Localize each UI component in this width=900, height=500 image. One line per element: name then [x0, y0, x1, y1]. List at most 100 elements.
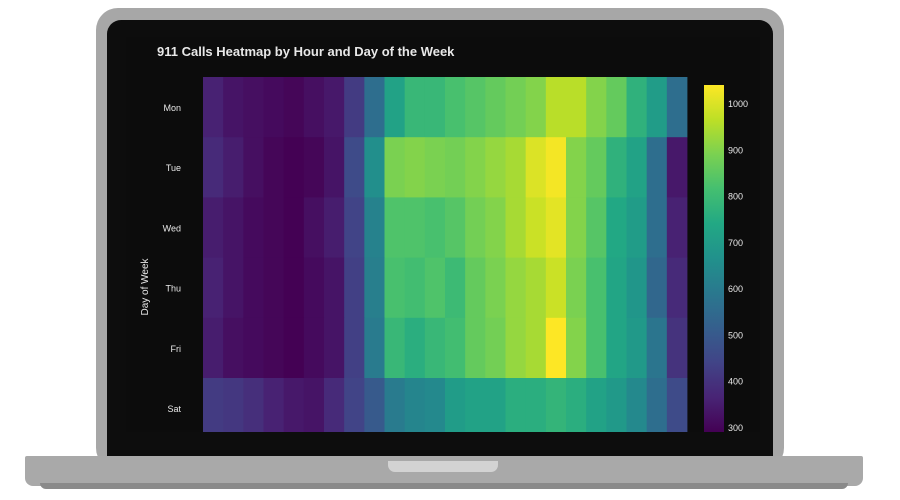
heatmap-cell: [626, 317, 648, 379]
heatmap-cell: [424, 378, 446, 432]
heatmap-cell: [424, 137, 446, 198]
heatmap-cell: [545, 378, 567, 432]
heatmap-cell: [566, 317, 587, 379]
heatmap-cell: [606, 317, 627, 379]
heatmap-cell: [485, 257, 506, 319]
heatmap-cell: [646, 378, 668, 432]
heatmap-cell: [243, 317, 264, 379]
heatmap-cell: [545, 197, 567, 258]
heatmap-cell: [344, 197, 365, 258]
heatmap-cell: [485, 77, 506, 138]
heatmap-cell: [465, 137, 486, 198]
heatmap-cell: [505, 197, 527, 258]
heatmap-cell: [404, 137, 426, 198]
heatmap-cell: [525, 77, 547, 138]
heatmap-cell: [223, 317, 244, 379]
heatmap-cell: [646, 77, 668, 138]
heatmap-cell: [465, 197, 486, 258]
heatmap-cell: [243, 378, 264, 432]
heatmap-cell: [223, 378, 244, 432]
heatmap-cell: [586, 77, 607, 138]
heatmap-cell: [203, 317, 224, 379]
heatmap-cell: [203, 378, 224, 432]
heatmap-cell: [545, 257, 567, 319]
heatmap-cell: [505, 77, 527, 138]
heatmap-cell: [303, 197, 325, 258]
heatmap-cell: [263, 77, 285, 138]
heatmap-cell: [586, 317, 607, 379]
heatmap-cell: [364, 378, 385, 432]
heatmap-cell: [324, 77, 345, 138]
heatmap-cell: [364, 197, 385, 258]
heatmap-cell: [566, 378, 587, 432]
heatmap-cell: [223, 257, 244, 319]
heatmap-cell: [626, 77, 648, 138]
heatmap-cell: [465, 257, 486, 319]
heatmap-cell: [606, 257, 627, 319]
heatmap-cell: [303, 317, 325, 379]
heatmap-cell: [324, 378, 345, 432]
heatmap-cell: [243, 77, 264, 138]
heatmap-cell: [445, 197, 466, 258]
y-tick-label: Wed: [163, 223, 181, 233]
heatmap-cell: [566, 257, 587, 319]
heatmap-cell: [545, 317, 567, 379]
heatmap-cell: [384, 197, 406, 258]
heatmap-cell: [606, 378, 627, 432]
heatmap-cell: [303, 77, 325, 138]
heatmap-cell: [485, 378, 506, 432]
colorbar-tick-label: 1000: [728, 99, 748, 109]
heatmap-cell: [263, 257, 285, 319]
heatmap-cell: [566, 77, 587, 138]
heatmap-cell: [445, 77, 466, 138]
laptop-screen: 911 Calls Heatmap by Hour and Day of the…: [126, 37, 760, 432]
colorbar-tick-label: 400: [728, 377, 743, 387]
y-axis-label: Day of Week: [140, 257, 151, 315]
heatmap-cell: [485, 137, 506, 198]
heatmap-cell: [324, 317, 345, 379]
heatmap-cell: [586, 378, 607, 432]
y-tick-labels: Mon Tue Wed Thu Fri Sat: [163, 103, 182, 414]
heatmap-cell: [606, 77, 627, 138]
colorbar-gradient: [704, 85, 724, 432]
heatmap-cell: [566, 197, 587, 258]
heatmap-cell: [626, 137, 648, 198]
heatmap-cell: [465, 77, 486, 138]
heatmap-cell: [586, 257, 607, 319]
y-tick-label: Tue: [166, 163, 181, 173]
heatmap-cell: [465, 378, 486, 432]
colorbar-tick-label: 900: [728, 145, 743, 155]
heatmap-cell: [283, 257, 305, 319]
heatmap-cell: [223, 197, 244, 258]
heatmap-cell: [566, 137, 587, 198]
heatmap-cell: [525, 317, 547, 379]
heatmap-cell: [384, 378, 406, 432]
heatmap-cell: [404, 257, 426, 319]
heatmap-cell: [626, 378, 648, 432]
heatmap-cell: [364, 137, 385, 198]
heatmap-cell: [505, 257, 527, 319]
heatmap-cell: [283, 378, 305, 432]
heatmap-cell: [203, 197, 224, 258]
heatmap-cell: [324, 197, 345, 258]
heatmap-cell: [666, 197, 688, 258]
heatmap-cell: [424, 77, 446, 138]
heatmap-cell: [646, 257, 668, 319]
heatmap-cell: [505, 137, 527, 198]
heatmap-cell: [404, 77, 426, 138]
heatmap-cell: [666, 137, 688, 198]
colorbar: 300 400 500 600 700 800 900 1000: [704, 85, 748, 432]
heatmap-cell: [666, 317, 688, 379]
heatmap-cell: [303, 378, 325, 432]
heatmap-cell: [384, 317, 406, 379]
heatmap-cell: [465, 317, 486, 379]
y-tick-label: Sat: [167, 404, 181, 414]
heatmap-cell: [545, 137, 567, 198]
heatmap-cell: [384, 137, 406, 198]
heatmap-cell: [586, 197, 607, 258]
chart-title: 911 Calls Heatmap by Hour and Day of the…: [157, 44, 455, 59]
colorbar-tick-label: 500: [728, 330, 743, 340]
colorbar-tick-label: 800: [728, 192, 743, 202]
heatmap-cell: [223, 137, 244, 198]
heatmap-cells: [203, 77, 688, 432]
